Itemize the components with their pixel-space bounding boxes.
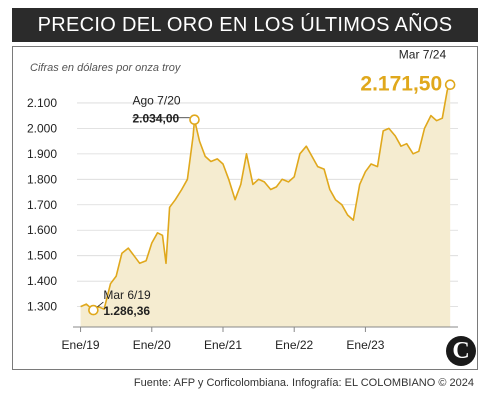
y-tick-label: 1.500 <box>27 249 57 263</box>
y-tick-label: 2.000 <box>27 121 57 135</box>
y-tick-label: 1.800 <box>27 172 57 186</box>
x-tick-label: Ene/22 <box>275 338 313 352</box>
y-tick-label: 1.700 <box>27 198 57 212</box>
annotation-value: 1.286,36 <box>103 304 150 318</box>
annotation-date: Mar 6/19 <box>103 288 151 302</box>
x-tick-label: Ene/20 <box>133 338 171 352</box>
annotation-value: 2.034,00 <box>133 112 180 126</box>
price-area <box>80 84 451 327</box>
chart-title: PRECIO DEL ORO EN LOS ÚLTIMOS AÑOS <box>12 8 478 42</box>
annotation-date: Mar 7/24 <box>399 48 447 62</box>
y-tick-label: 1.600 <box>27 223 57 237</box>
annotation-value: 2.171,50 <box>360 73 442 96</box>
y-tick-label: 1.300 <box>27 300 57 314</box>
y-tick-label: 1.900 <box>27 147 57 161</box>
chart-subtitle: Cifras en dólares por onza troy <box>30 62 181 74</box>
annotation-marker <box>189 114 200 126</box>
source-credit: Fuente: AFP y Corficolombiana. Infografí… <box>133 377 474 389</box>
y-tick-label: 2.100 <box>27 96 57 110</box>
x-tick-label: Ene/23 <box>346 338 384 352</box>
el-colombiano-logo: C <box>446 336 476 366</box>
annotation-date: Ago 7/20 <box>133 94 181 108</box>
price-line <box>80 84 451 311</box>
y-tick-label: 1.400 <box>27 274 57 288</box>
x-tick-label: Ene/19 <box>62 338 100 352</box>
annotation-marker <box>88 304 99 316</box>
x-tick-label: Ene/21 <box>204 338 242 352</box>
annotation-marker <box>444 79 456 91</box>
